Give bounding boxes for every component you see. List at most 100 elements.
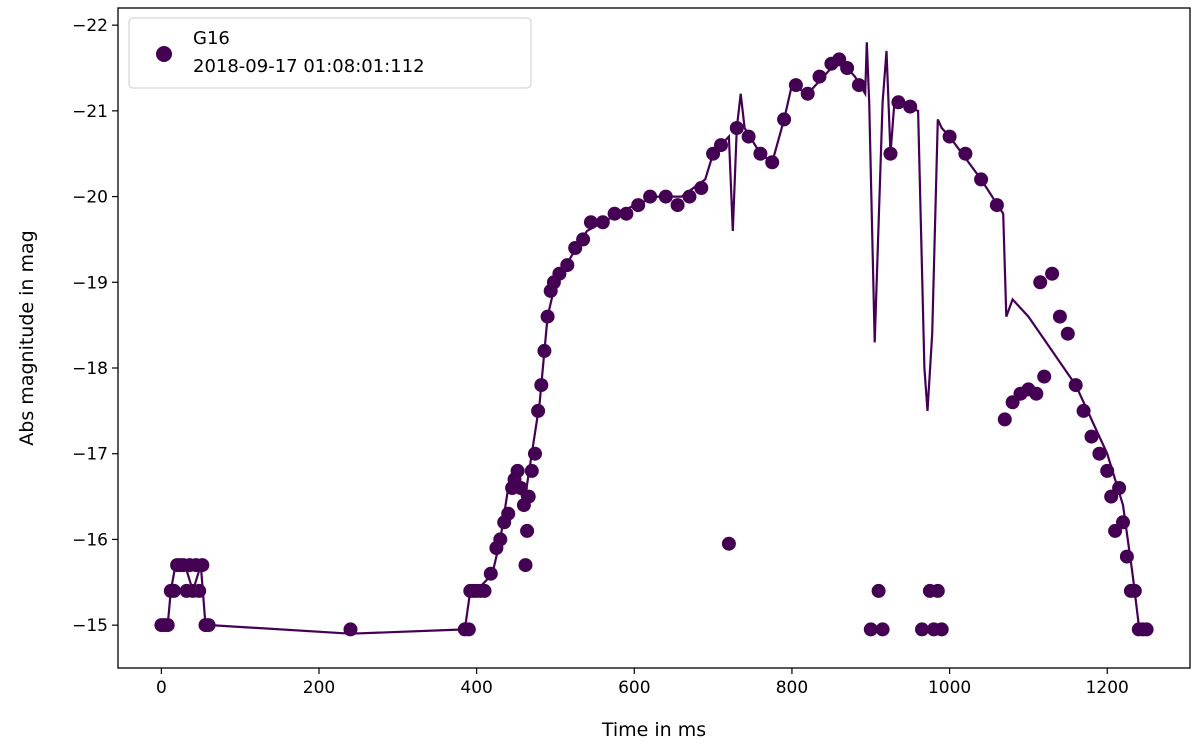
- data-point: [729, 121, 744, 135]
- data-point: [1092, 446, 1107, 461]
- data-point: [721, 536, 736, 551]
- data-point: [840, 61, 855, 75]
- data-point: [800, 86, 815, 101]
- data-point: [521, 489, 536, 504]
- data-point: [883, 146, 898, 161]
- data-point: [560, 258, 575, 273]
- data-point: [989, 198, 1004, 213]
- data-point: [875, 622, 890, 637]
- data-point: [1116, 515, 1130, 530]
- x-axis-label: Time in ms: [601, 719, 706, 741]
- data-point: [871, 583, 886, 598]
- data-point: [520, 523, 535, 538]
- x-tick-label: 600: [618, 678, 650, 698]
- data-point: [788, 78, 803, 93]
- data-point: [714, 138, 728, 153]
- y-tick-label: −18: [72, 359, 108, 379]
- data-point: [583, 215, 598, 230]
- x-axis: 0 200 400 600 800 1000 1200: [156, 668, 1129, 698]
- data-point: [1052, 309, 1067, 324]
- data-point: [1033, 275, 1048, 290]
- data-point: [1068, 378, 1083, 393]
- data-point: [619, 206, 634, 221]
- data-point: [540, 309, 555, 324]
- data-point: [915, 622, 929, 637]
- y-tick-label: −15: [72, 616, 108, 636]
- data-point: [958, 146, 973, 161]
- data-point: [477, 583, 492, 598]
- data-point: [518, 558, 533, 573]
- y-tick-label: −22: [72, 16, 108, 36]
- x-tick-label: 800: [776, 678, 808, 698]
- legend-box: [128, 17, 532, 89]
- data-point: [1029, 386, 1044, 401]
- legend-marker: [156, 46, 172, 62]
- data-point: [534, 378, 549, 393]
- data-point: [493, 532, 508, 547]
- legend-series-name: G16: [193, 28, 230, 49]
- data-point: [595, 215, 610, 230]
- data-point: [670, 198, 685, 213]
- y-tick-label: −16: [72, 530, 108, 550]
- data-point: [160, 618, 175, 633]
- data-point: [1060, 326, 1075, 341]
- data-point: [343, 622, 358, 637]
- data-point: [167, 583, 181, 598]
- data-point: [934, 622, 949, 637]
- data-point: [903, 99, 918, 114]
- data-point: [863, 622, 878, 637]
- data-point: [531, 403, 546, 418]
- data-point: [682, 189, 697, 204]
- data-point: [192, 583, 207, 598]
- data-point: [643, 189, 658, 204]
- data-point: [461, 622, 476, 637]
- data-point: [997, 412, 1012, 427]
- data-point: [777, 112, 792, 127]
- data-point: [942, 129, 957, 144]
- data-point: [1076, 403, 1091, 418]
- y-tick-label: −19: [72, 273, 108, 293]
- data-point: [501, 506, 516, 521]
- x-tick-label: 400: [460, 678, 492, 698]
- data-point: [195, 558, 210, 573]
- data-point: [1112, 481, 1127, 495]
- x-tick-label: 1200: [1086, 678, 1129, 698]
- legend-timestamp: 2018-09-17 01:08:01:112: [193, 56, 425, 77]
- x-tick-label: 1000: [928, 678, 971, 698]
- data-point: [974, 172, 989, 187]
- y-tick-label: −17: [72, 445, 108, 465]
- data-point: [658, 189, 673, 204]
- plot-area: [154, 42, 1154, 637]
- data-point: [537, 343, 552, 358]
- data-point: [1045, 266, 1060, 281]
- y-axis-label: Abs magnitude in mag: [16, 230, 38, 445]
- data-point: [510, 463, 525, 478]
- data-point: [930, 583, 945, 598]
- data-point: [891, 95, 906, 110]
- data-point: [1127, 583, 1142, 598]
- data-point: [741, 129, 756, 144]
- x-tick-label: 0: [156, 678, 167, 698]
- data-point: [201, 618, 216, 633]
- data-point: [631, 198, 646, 213]
- axes-frame: [117, 7, 1191, 669]
- data-point: [765, 155, 780, 170]
- x-tick-label: 200: [303, 678, 335, 698]
- data-point: [528, 446, 542, 461]
- y-axis: −15 −16 −17 −18 −19 −20 −21 −22: [72, 16, 118, 636]
- data-point: [1119, 549, 1134, 564]
- data-point: [483, 566, 498, 581]
- data-point: [812, 69, 827, 84]
- data-point: [1139, 622, 1154, 637]
- series-line: [161, 42, 1146, 635]
- data-point: [753, 146, 768, 161]
- legend: G16 2018-09-17 01:08:01:112: [128, 17, 532, 89]
- data-point: [1100, 463, 1115, 478]
- data-point: [607, 206, 622, 221]
- data-point: [851, 78, 866, 93]
- y-tick-label: −21: [72, 102, 108, 122]
- data-point: [1037, 369, 1052, 384]
- data-point: [524, 463, 539, 478]
- data-point: [694, 181, 709, 195]
